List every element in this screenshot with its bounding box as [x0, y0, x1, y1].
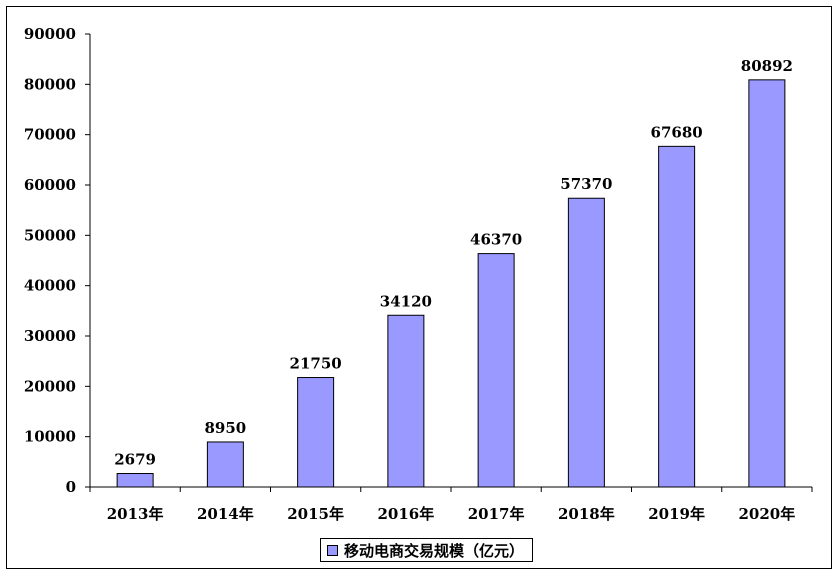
bar: [477, 253, 515, 488]
data-label: 34120: [380, 292, 432, 310]
y-tick-label: 90000: [24, 25, 76, 43]
x-tick-label: 2017年: [468, 505, 525, 523]
y-tick-label: 0: [66, 478, 76, 496]
y-tick-label: 40000: [24, 277, 76, 295]
x-tick-label: 2018年: [558, 505, 615, 523]
y-axis: 0 10000 20000 30000 40000 50000 60000 70000 8000…: [24, 25, 91, 496]
y-tick-label: 20000: [24, 377, 76, 395]
bar-series: [116, 79, 786, 488]
y-tick-label: 60000: [24, 176, 76, 194]
data-label: 46370: [470, 231, 522, 249]
x-tick-label: 2015年: [287, 505, 344, 523]
data-label: 2679: [114, 451, 156, 469]
bar: [387, 314, 425, 488]
y-tick-label: 50000: [24, 226, 76, 244]
legend-label: 移动电商交易规模（亿元）: [344, 541, 525, 560]
y-tick-label: 80000: [24, 75, 76, 93]
data-label: 57370: [560, 175, 612, 193]
data-label: 67680: [651, 123, 703, 141]
x-tick-label: 2020年: [739, 505, 796, 523]
x-tick-label: 2014年: [197, 505, 254, 523]
bar: [567, 197, 605, 488]
x-tick-label: 2019年: [648, 505, 705, 523]
bar: [748, 79, 786, 488]
y-tick-label: 30000: [24, 327, 76, 345]
bar: [206, 441, 244, 488]
bar: [116, 473, 154, 488]
bar: [658, 145, 696, 488]
y-tick-label: 10000: [24, 428, 76, 446]
legend-swatch: [327, 544, 338, 556]
legend: 移动电商交易规模（亿元）: [320, 538, 534, 562]
data-labels: 2679 8950 21750 34120 46370 57370 67680 80892: [114, 57, 793, 469]
data-label: 80892: [741, 57, 793, 75]
x-axis: 2013年 2014年 2015年 2016年 2017年 2018年 2019年 2020年: [89, 486, 813, 523]
y-tick-label: 70000: [24, 126, 76, 144]
bar: [297, 377, 335, 488]
x-tick-label: 2013年: [107, 505, 164, 523]
data-label: 21750: [290, 355, 342, 373]
x-tick-label: 2016年: [378, 505, 435, 523]
data-label: 8950: [205, 419, 247, 437]
